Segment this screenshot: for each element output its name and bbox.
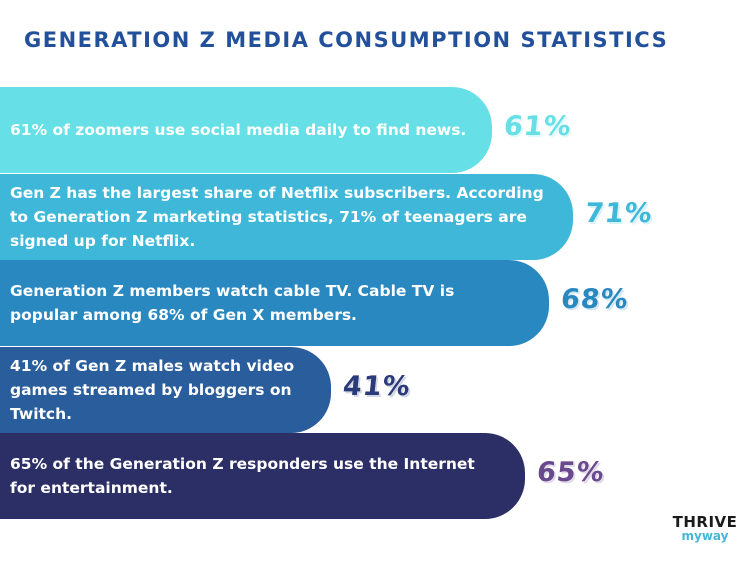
thrive-my-way-logo: THRIVE myway [670,514,740,543]
bar-4: 41% of Gen Z males watch video games str… [0,347,331,433]
value-label-5: 65% [535,457,607,488]
logo-bottom-text: myway [681,529,729,543]
bar-label-3: Generation Z members watch cable TV. Cab… [10,282,455,324]
bar-label-2: Gen Z has the largest share of Netflix s… [10,184,544,250]
chart-title: GENERATION Z MEDIA CONSUMPTION STATISTIC… [24,28,669,52]
bar-label-1: 61% of zoomers use social media daily to… [10,121,467,139]
bar-2: Gen Z has the largest share of Netflix s… [0,174,573,260]
value-label-3: 68% [559,284,631,315]
bar-label-4: 41% of Gen Z males watch video games str… [10,357,295,423]
value-label-1: 61% [502,111,574,142]
bar-1: 61% of zoomers use social media daily to… [0,87,492,173]
logo-top-text: THRIVE [672,513,738,531]
value-label-4: 41% [341,371,413,402]
bar-3: Generation Z members watch cable TV. Cab… [0,260,549,346]
value-label-2: 71% [583,198,655,229]
bar-label-5: 65% of the Generation Z responders use t… [10,455,475,497]
bar-5: 65% of the Generation Z responders use t… [0,433,525,519]
